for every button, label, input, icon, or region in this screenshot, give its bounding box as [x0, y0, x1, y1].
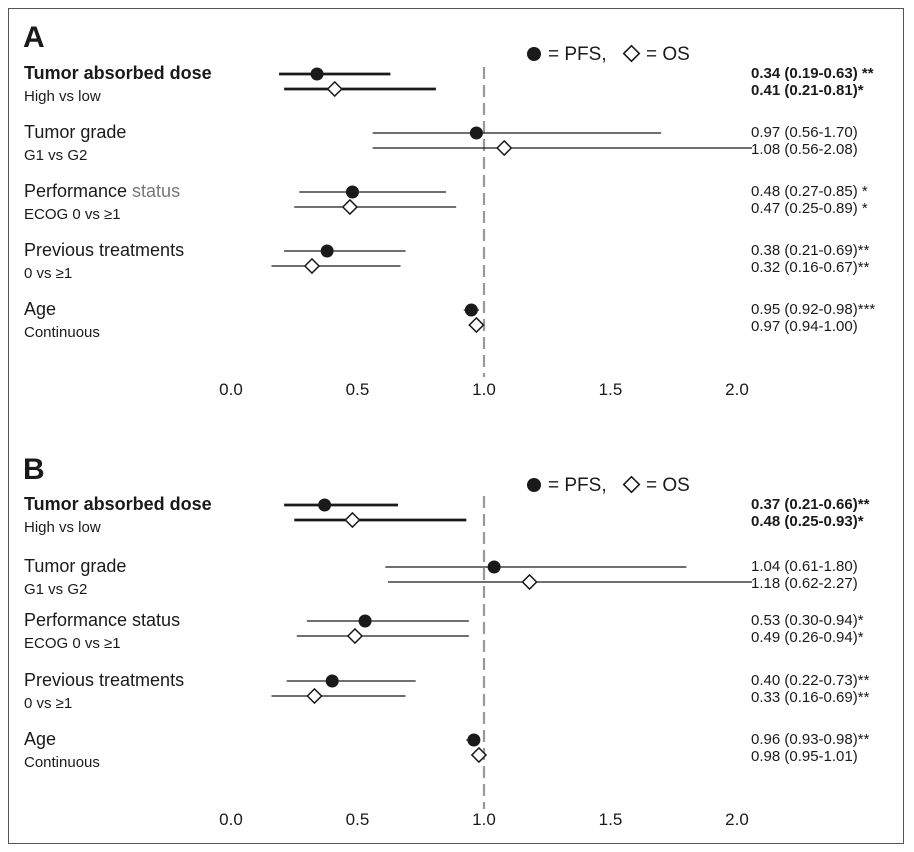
variable-comparison: Continuous	[24, 754, 100, 771]
x-tick-label: 1.5	[599, 380, 623, 399]
os-point	[306, 687, 323, 705]
os-hr-text: 0.47 (0.25-0.89) *	[751, 200, 868, 217]
variable-name: Performance status	[24, 610, 180, 630]
variable-comparison: ECOG 0 vs ≥1	[24, 635, 121, 652]
legend-os-label: = OS	[646, 44, 690, 65]
os-hr-text: 0.32 (0.16-0.67)**	[751, 259, 870, 276]
variable-comparison: High vs low	[24, 88, 101, 105]
x-tick-label: 0.5	[346, 380, 370, 399]
pfs-hr-text: 0.37 (0.21-0.66)**	[751, 496, 870, 513]
variable-comparison: G1 vs G2	[24, 147, 87, 164]
os-hr-text: 0.49 (0.26-0.94)*	[751, 629, 864, 646]
variable-name: Age	[24, 299, 56, 319]
os-hr-text: 0.98 (0.95-1.01)	[751, 748, 858, 765]
os-point	[521, 573, 538, 591]
pfs-point	[469, 126, 483, 140]
pfs-hr-text: 0.34 (0.19-0.63) **	[751, 65, 874, 82]
os-hr-text: 1.18 (0.62-2.27)	[751, 575, 858, 592]
x-tick-label: 1.5	[599, 810, 623, 829]
forest-plot-figure: A = PFS, = OS 0.0 0.5 1.0 1.5 2.0 Tumor absorbed…	[8, 8, 904, 844]
forest-plot-canvas: A = PFS, = OS 0.0 0.5 1.0 1.5 2.0 Tumor absorbed…	[23, 21, 875, 829]
os-hr-text: 0.33 (0.16-0.69)**	[751, 689, 870, 706]
legend-os-marker	[622, 475, 641, 494]
variable-name: Performance status	[24, 181, 180, 201]
variable-comparison: G1 vs G2	[24, 581, 87, 598]
variable-name: Previous treatments	[24, 240, 184, 260]
pfs-hr-text: 0.38 (0.21-0.69)**	[751, 242, 870, 259]
x-tick-label: 0.0	[219, 810, 243, 829]
pfs-point	[464, 303, 478, 317]
pfs-point	[325, 674, 339, 688]
pfs-hr-text: 0.97 (0.56-1.70)	[751, 124, 858, 141]
x-tick-label: 1.0	[472, 380, 496, 399]
os-point	[326, 80, 343, 98]
pfs-hr-text: 0.95 (0.92-0.98)***	[751, 301, 875, 318]
legend-pfs-label: = PFS,	[548, 475, 607, 496]
pfs-point	[358, 614, 372, 628]
x-tick-label: 0.5	[346, 810, 370, 829]
panel-label-b: B	[23, 453, 45, 486]
variable-comparison: ECOG 0 vs ≥1	[24, 206, 121, 223]
pfs-hr-text: 0.40 (0.22-0.73)**	[751, 672, 870, 689]
x-tick-label: 1.0	[472, 810, 496, 829]
variable-comparison: 0 vs ≥1	[24, 695, 72, 712]
variable-name: Tumor absorbed dose	[24, 494, 212, 514]
pfs-point	[318, 498, 332, 512]
x-tick-label: 2.0	[725, 380, 749, 399]
os-hr-text: 0.41 (0.21-0.81)*	[751, 82, 864, 99]
os-point	[470, 746, 488, 764]
os-point	[303, 257, 321, 275]
pfs-point	[320, 244, 334, 258]
pfs-hr-text: 0.48 (0.27-0.85) *	[751, 183, 868, 200]
os-point	[344, 511, 361, 529]
os-point	[341, 198, 359, 216]
variable-comparison: Continuous	[24, 324, 100, 341]
os-hr-text: 1.08 (0.56-2.08)	[751, 141, 858, 158]
pfs-point	[467, 733, 481, 747]
variable-name: Previous treatments	[24, 670, 184, 690]
pfs-point	[345, 185, 359, 199]
pfs-hr-text: 1.04 (0.61-1.80)	[751, 558, 858, 575]
variable-name: Tumor grade	[24, 556, 126, 576]
pfs-hr-text: 0.53 (0.30-0.94)*	[751, 612, 864, 629]
os-hr-text: 0.97 (0.94-1.00)	[751, 318, 858, 335]
os-hr-text: 0.48 (0.25-0.93)*	[751, 513, 864, 530]
variable-name: Age	[24, 729, 56, 749]
os-point	[346, 627, 364, 645]
legend-os-label: = OS	[646, 475, 690, 496]
variable-comparison: 0 vs ≥1	[24, 265, 72, 282]
pfs-point	[487, 560, 501, 574]
pfs-point	[310, 67, 324, 81]
legend-pfs-label: = PFS,	[548, 44, 607, 65]
os-point	[468, 316, 485, 334]
variable-name-suffix: status	[127, 181, 180, 201]
variable-name: Tumor grade	[24, 122, 126, 142]
pfs-hr-text: 0.96 (0.93-0.98)**	[751, 731, 870, 748]
panel-label-a: A	[23, 21, 45, 54]
variable-name: Tumor absorbed dose	[24, 63, 212, 83]
x-tick-label: 0.0	[219, 380, 243, 399]
os-point	[496, 139, 513, 157]
legend-os-marker	[622, 44, 641, 63]
legend-pfs-marker	[527, 47, 541, 61]
x-tick-label: 2.0	[725, 810, 749, 829]
variable-comparison: High vs low	[24, 519, 101, 536]
legend-pfs-marker	[527, 478, 541, 492]
